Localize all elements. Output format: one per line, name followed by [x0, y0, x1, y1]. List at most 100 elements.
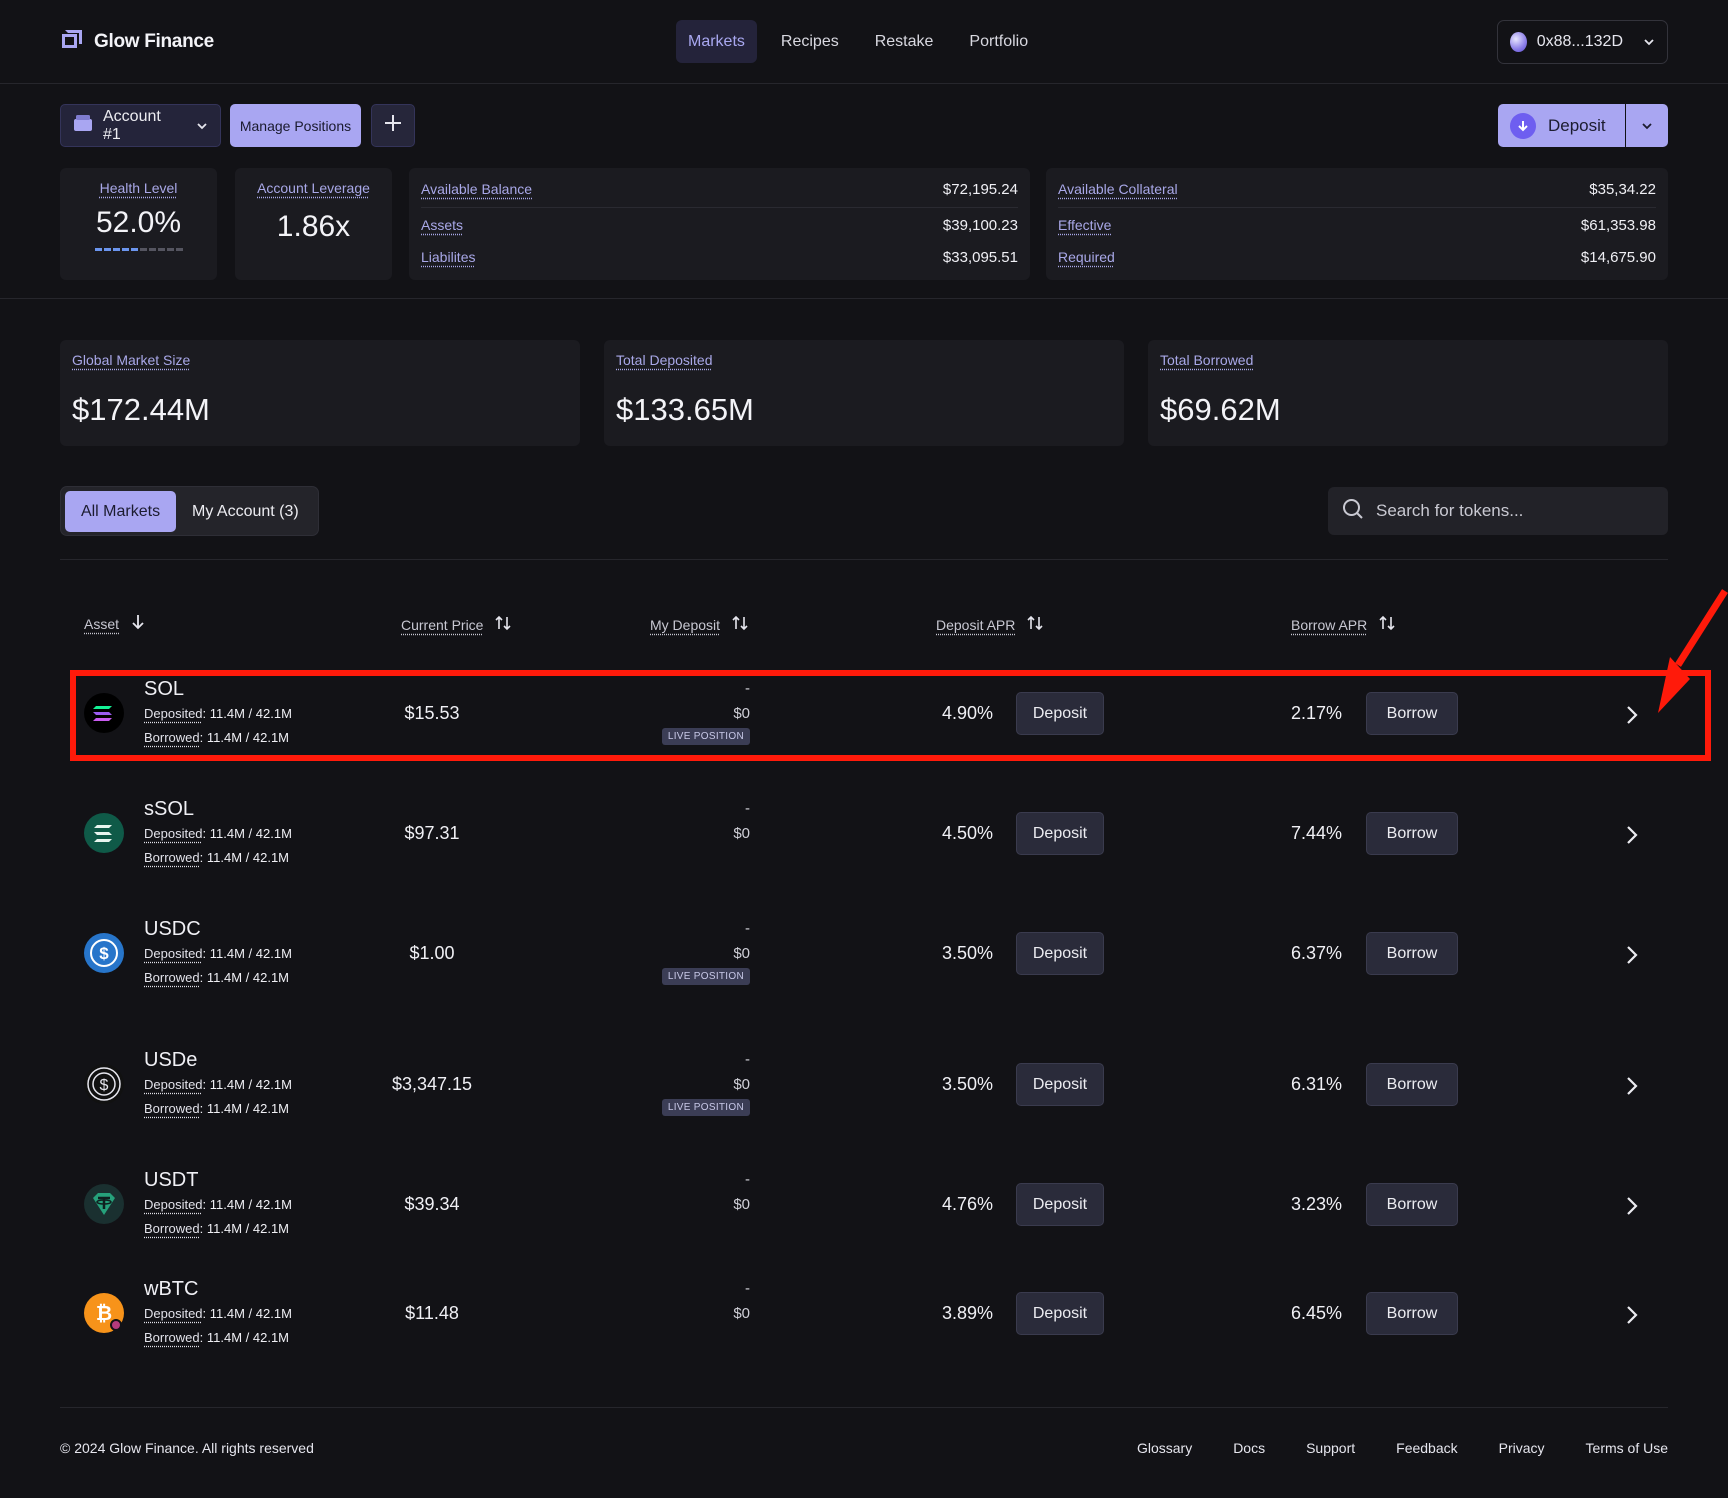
account-selector[interactable]: Account #1	[60, 104, 221, 147]
market-row-usdt[interactable]: USDT Deposited: 11.4M / 42.1M Borrowed: 11…	[60, 1159, 1668, 1249]
chevron-right-icon[interactable]	[1620, 823, 1644, 847]
deposit-options-dropdown[interactable]	[1626, 104, 1668, 147]
chevron-down-icon	[1641, 117, 1653, 135]
global-market-size-label[interactable]: Global Market Size	[72, 352, 191, 368]
deposit-button[interactable]: Deposit	[1016, 932, 1104, 975]
market-row-usde[interactable]: $ USDe Deposited: 11.4M / 42.1M Borrowed: 1…	[60, 1039, 1668, 1129]
borrow-button[interactable]: Borrow	[1366, 1063, 1458, 1106]
footer-link-support[interactable]: Support	[1306, 1440, 1356, 1456]
column-header-asset[interactable]: Asset	[84, 614, 145, 633]
health-level-bar	[60, 248, 217, 251]
required-value: $14,675.90	[1580, 249, 1656, 266]
column-header-my-deposit[interactable]: My Deposit	[650, 614, 748, 635]
footer-link-privacy[interactable]: Privacy	[1498, 1440, 1545, 1456]
deposited-label[interactable]: Deposited	[144, 946, 203, 961]
borrowed-label[interactable]: Borrowed	[144, 970, 200, 985]
search-input[interactable]	[1376, 501, 1636, 521]
total-borrowed-card: Total Borrowed $69.62M	[1148, 340, 1668, 446]
wallet-address: 0x88...132D	[1536, 33, 1623, 50]
available-balance-label[interactable]: Available Balance	[421, 181, 533, 197]
deposited-label[interactable]: Deposited	[144, 1197, 203, 1212]
chevron-right-icon[interactable]	[1620, 703, 1644, 727]
health-segment	[166, 248, 174, 251]
account-leverage-label[interactable]: Account Leverage	[257, 180, 370, 196]
deposited-value: : 11.4M / 42.1M	[202, 706, 292, 721]
market-row-sol[interactable]: SOL Deposited: 11.4M / 42.1M Borrowed: 11.…	[60, 668, 1668, 758]
asset-symbol: USDT	[144, 1169, 199, 1191]
column-header-borrow-apr[interactable]: Borrow APR	[1291, 614, 1395, 635]
borrow-button[interactable]: Borrow	[1366, 812, 1458, 855]
deposit-button[interactable]: Deposit	[1016, 1183, 1104, 1226]
chevron-down-icon	[1643, 33, 1655, 51]
borrowed-value: : 11.4M / 42.1M	[199, 1330, 289, 1345]
borrowed-label[interactable]: Borrowed	[144, 850, 200, 865]
liabilities-label[interactable]: Liabilites	[421, 249, 476, 265]
borrow-button[interactable]: Borrow	[1366, 1292, 1458, 1335]
my-deposit-token: -	[745, 680, 750, 697]
borrowed-label[interactable]: Borrowed	[144, 1330, 200, 1345]
deposited-label[interactable]: Deposited	[144, 1306, 203, 1321]
footer-link-docs[interactable]: Docs	[1233, 1440, 1266, 1456]
tab-all-markets[interactable]: All Markets	[65, 491, 176, 532]
borrowed-label[interactable]: Borrowed	[144, 1221, 200, 1236]
chevron-right-icon[interactable]	[1620, 943, 1644, 967]
asset-symbol: sSOL	[144, 798, 195, 820]
borrowed-label[interactable]: Borrowed	[144, 1101, 200, 1116]
my-deposit-token: -	[745, 800, 750, 817]
required-label[interactable]: Required	[1058, 249, 1115, 265]
total-borrowed-label[interactable]: Total Borrowed	[1160, 352, 1254, 368]
deposit-button[interactable]: Deposit	[1016, 1292, 1104, 1335]
asset-deposited: Deposited: 11.4M / 42.1M	[144, 1077, 292, 1092]
market-row-ssol[interactable]: sSOL Deposited: 11.4M / 42.1M Borrowed: 11…	[60, 788, 1668, 878]
manage-positions-button[interactable]: Manage Positions	[230, 104, 361, 147]
deposited-label[interactable]: Deposited	[144, 826, 203, 841]
wallet-button[interactable]: 0x88...132D	[1497, 20, 1668, 64]
tab-my-account[interactable]: My Account (3)	[192, 502, 299, 520]
footer-link-feedback[interactable]: Feedback	[1396, 1440, 1458, 1456]
plus-icon	[384, 114, 402, 137]
nav-markets[interactable]: Markets	[676, 20, 757, 63]
live-position-badge: LIVE POSITION	[661, 1099, 750, 1116]
asset-borrowed: Borrowed: 11.4M / 42.1M	[144, 1221, 289, 1236]
footer-link-terms[interactable]: Terms of Use	[1585, 1440, 1668, 1456]
nav-recipes[interactable]: Recipes	[780, 32, 839, 50]
deposited-label[interactable]: Deposited	[144, 1077, 203, 1092]
health-segment	[94, 248, 102, 251]
brand-logo[interactable]: Glow Finance	[60, 28, 214, 55]
wallet-icon	[73, 114, 93, 137]
borrow-button[interactable]: Borrow	[1366, 1183, 1458, 1226]
add-account-button[interactable]	[371, 104, 415, 147]
usdt-icon	[84, 1184, 124, 1224]
asset-deposited: Deposited: 11.4M / 42.1M	[144, 1197, 292, 1212]
header-deposit-button[interactable]: Deposit	[1498, 104, 1625, 147]
chevron-right-icon[interactable]	[1620, 1194, 1644, 1218]
market-row-wbtc[interactable]: ₿ wBTC Deposited: 11.4M / 42.1M Borrowed: 1…	[60, 1268, 1668, 1358]
assets-label[interactable]: Assets	[421, 217, 464, 233]
nav-restake[interactable]: Restake	[874, 32, 934, 50]
nav-portfolio[interactable]: Portfolio	[969, 32, 1029, 50]
effective-label[interactable]: Effective	[1058, 217, 1112, 233]
deposit-button[interactable]: Deposit	[1016, 1063, 1104, 1106]
chevron-right-icon[interactable]	[1620, 1074, 1644, 1098]
deposited-label[interactable]: Deposited	[144, 706, 203, 721]
market-row-usdc[interactable]: $ USDC Deposited: 11.4M / 42.1M Borrowed: 1…	[60, 908, 1668, 998]
borrow-button[interactable]: Borrow	[1366, 932, 1458, 975]
available-collateral-label[interactable]: Available Collateral	[1058, 181, 1178, 197]
column-header-deposit-apr[interactable]: Deposit APR	[936, 614, 1043, 635]
asset-borrowed: Borrowed: 11.4M / 42.1M	[144, 1101, 289, 1116]
deposit-button[interactable]: Deposit	[1016, 692, 1104, 735]
usdc-icon: $	[84, 933, 124, 973]
main-nav: Markets Recipes Restake Portfolio	[676, 20, 1048, 63]
annotation-arrow-icon	[1658, 589, 1728, 713]
assets-value: $39,100.23	[942, 217, 1018, 234]
deposit-button[interactable]: Deposit	[1016, 812, 1104, 855]
column-header-price[interactable]: Current Price	[401, 614, 512, 635]
borrow-button[interactable]: Borrow	[1366, 692, 1458, 735]
borrowed-label[interactable]: Borrowed	[144, 730, 200, 745]
my-deposit: - $0 LIVE POSITION	[580, 680, 750, 745]
total-deposited-label[interactable]: Total Deposited	[616, 352, 713, 368]
health-level-label[interactable]: Health Level	[99, 180, 178, 196]
health-level-card: Health Level 52.0%	[60, 168, 217, 280]
chevron-right-icon[interactable]	[1620, 1303, 1644, 1327]
footer-link-glossary[interactable]: Glossary	[1136, 1440, 1193, 1456]
